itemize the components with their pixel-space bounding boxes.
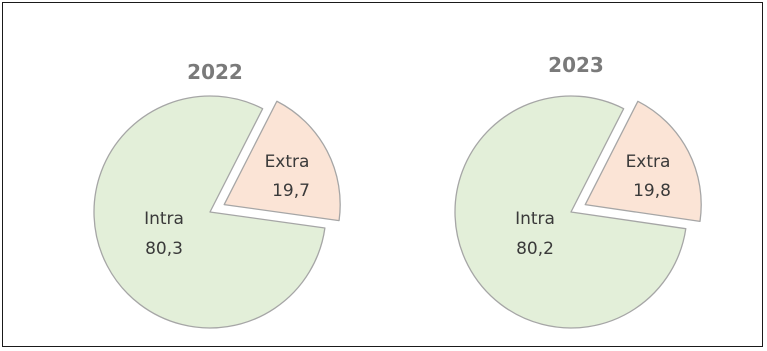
slice-value-extra-2022: 19,7 [272,181,310,201]
slice-extra-2022 [223,100,341,222]
slice-intra-2023 [454,95,687,329]
slice-label-extra-2022: Extra [265,152,310,172]
slice-value-extra-2023: 19,8 [633,181,671,201]
slice-label-intra-2022: Intra [144,209,184,229]
chart-title-2022: 2022 [187,60,243,84]
chart-title-2023: 2023 [548,53,604,77]
slice-value-intra-2022: 80,3 [145,239,183,259]
pie-chart-2022: 2022 Intra 80,3 Extra 19,7 [93,60,341,329]
slice-intra-2022 [93,95,326,329]
slice-label-extra-2023: Extra [626,152,671,172]
slice-value-intra-2023: 80,2 [516,239,554,259]
slice-label-intra-2023: Intra [515,209,555,229]
pie-chart-2023: 2023 Intra 80,2 Extra 19,8 [454,53,702,329]
slice-extra-2023 [584,100,702,223]
